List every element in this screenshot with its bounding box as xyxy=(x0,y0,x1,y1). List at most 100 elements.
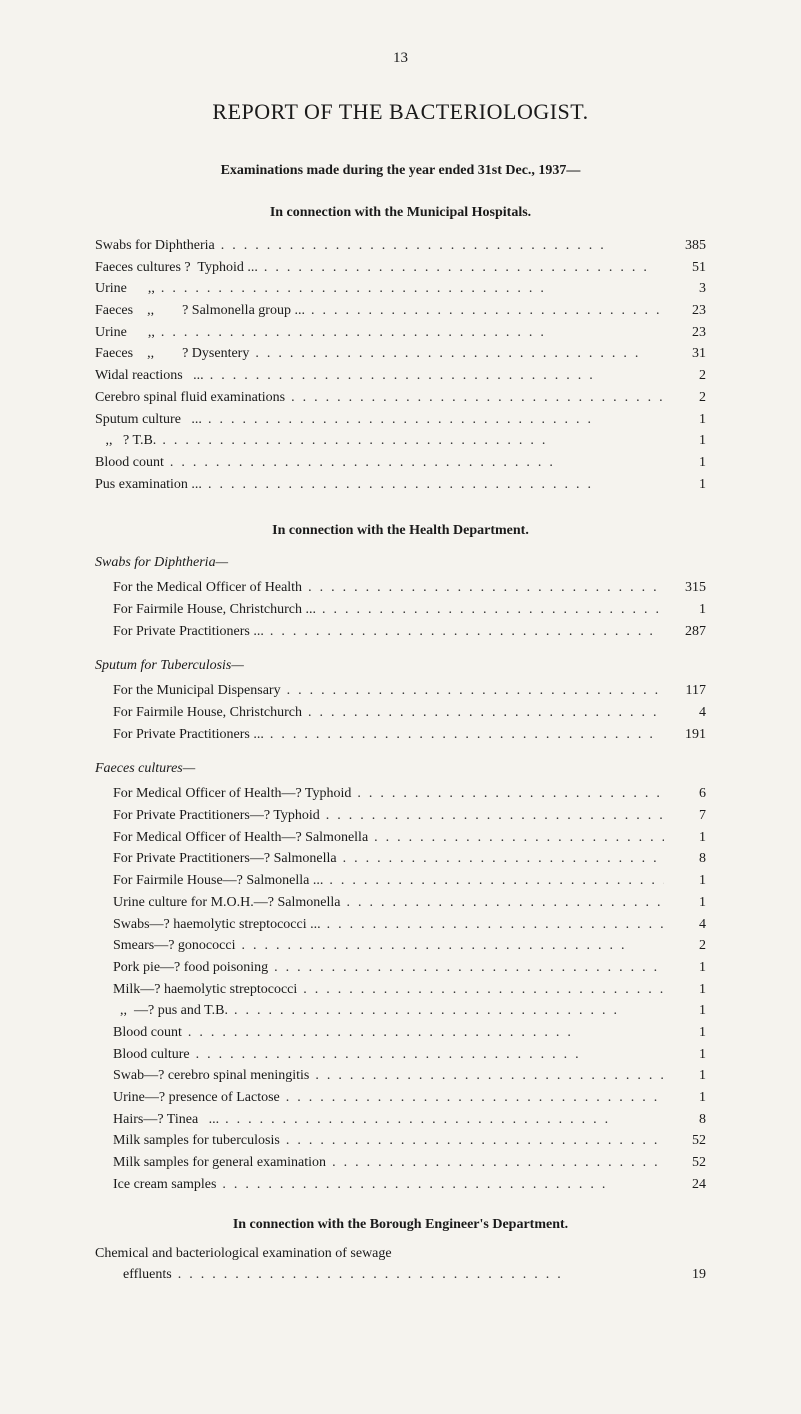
table-row: Cerebro spinal fluid examinations.......… xyxy=(95,387,706,409)
row-label: For Private Practitioners—? Salmonella xyxy=(95,848,337,870)
leader-dots: .................................. xyxy=(302,702,664,724)
leader-dots: .................................. xyxy=(285,387,664,409)
row-value: 1 xyxy=(664,1087,706,1109)
table-row: For Medical Officer of Health—? Typhoid.… xyxy=(95,783,706,805)
table-row: Blood count.............................… xyxy=(95,452,706,474)
leader-dots: .................................. xyxy=(228,1000,664,1022)
table-row: For Private Practitioners ..............… xyxy=(95,724,706,746)
row-label: For Private Practitioners ... xyxy=(95,621,264,643)
leader-dots: .................................. xyxy=(264,621,664,643)
row-value: 4 xyxy=(664,914,706,936)
row-label: For Medical Officer of Health—? Typhoid xyxy=(95,783,351,805)
table-row: Swabs for Diphtheria....................… xyxy=(95,235,706,257)
leader-dots: .................................. xyxy=(164,452,664,474)
table-row: Pork pie—? food poisoning...............… xyxy=(95,957,706,979)
row-value: 1 xyxy=(664,452,706,474)
table-row: For Fairmile House, Christchurch........… xyxy=(95,702,706,724)
row-value: 4 xyxy=(664,702,706,724)
leader-dots: .................................. xyxy=(351,783,664,805)
table-row: Faeces ,, ? Salmonella group ...........… xyxy=(95,300,706,322)
row-label: Swab—? cerebro spinal meningitis xyxy=(95,1065,309,1087)
row-value: 1 xyxy=(664,474,706,496)
row-value: 52 xyxy=(664,1152,706,1174)
row-label: Cerebro spinal fluid examinations xyxy=(95,387,285,409)
row-label: Pork pie—? food poisoning xyxy=(95,957,268,979)
row-value: 1 xyxy=(664,892,706,914)
leader-dots: .................................. xyxy=(202,409,664,431)
row-value: 385 xyxy=(664,235,706,257)
table-row: Smears—? gonococci......................… xyxy=(95,935,706,957)
row-label: Milk samples for tuberculosis xyxy=(95,1130,280,1152)
row-value: 52 xyxy=(664,1130,706,1152)
leader-dots: .................................. xyxy=(264,724,664,746)
leader-dots: .................................. xyxy=(320,805,664,827)
row-label: Urine culture for M.O.H.—? Salmonella xyxy=(95,892,340,914)
sputum-subhead: Sputum for Tuberculosis— xyxy=(95,658,706,674)
table-row: For Fairmile House—? Salmonella ........… xyxy=(95,870,706,892)
row-value: 1 xyxy=(664,1065,706,1087)
row-value: 1 xyxy=(664,1000,706,1022)
municipal-block: Swabs for Diphtheria....................… xyxy=(95,235,706,495)
row-value: 1 xyxy=(664,409,706,431)
report-title: REPORT OF THE BACTERIOLOGIST. xyxy=(95,99,706,125)
table-row: Hairs—? Tinea ..........................… xyxy=(95,1109,706,1131)
leader-dots: .................................. xyxy=(249,343,664,365)
row-value: 31 xyxy=(664,343,706,365)
row-value: 315 xyxy=(664,577,706,599)
row-value: 2 xyxy=(664,387,706,409)
table-row: Blood culture...........................… xyxy=(95,1044,706,1066)
row-value: 1 xyxy=(664,599,706,621)
row-value: 1 xyxy=(664,957,706,979)
leader-dots: .................................. xyxy=(305,300,664,322)
table-row: Milk—? haemolytic streptococci..........… xyxy=(95,979,706,1001)
row-label: For Private Practitioners—? Typhoid xyxy=(95,805,320,827)
table-row: Urine ,,................................… xyxy=(95,278,706,300)
table-row: ,, ? T.B................................… xyxy=(95,430,706,452)
engineer-row-value: 19 xyxy=(664,1264,706,1286)
table-row: For Medical Officer of Health—? Salmonel… xyxy=(95,827,706,849)
row-value: 8 xyxy=(664,848,706,870)
row-value: 1 xyxy=(664,870,706,892)
leader-dots: .................................. xyxy=(316,599,664,621)
table-row: Blood count.............................… xyxy=(95,1022,706,1044)
table-row: For Private Practitioners—? Typhoid.....… xyxy=(95,805,706,827)
row-value: 1 xyxy=(664,979,706,1001)
leader-dots: .................................. xyxy=(215,235,664,257)
table-row: Widal reactions ........................… xyxy=(95,365,706,387)
leader-dots: .................................. xyxy=(258,257,664,279)
leader-dots: .................................. xyxy=(268,957,664,979)
row-label: Widal reactions ... xyxy=(95,365,204,387)
leader-dots: .................................. xyxy=(323,870,664,892)
row-value: 2 xyxy=(664,365,706,387)
row-value: 6 xyxy=(664,783,706,805)
engineer-heading: In connection with the Borough Engineer'… xyxy=(95,1217,706,1233)
swabs-subhead: Swabs for Diphtheria— xyxy=(95,555,706,571)
table-row: For Private Practitioners ..............… xyxy=(95,621,706,643)
table-row: Swab—? cerebro spinal meningitis........… xyxy=(95,1065,706,1087)
leader-dots: .................................. xyxy=(368,827,664,849)
engineer-row: effluents ..............................… xyxy=(95,1264,706,1286)
row-label: Swabs for Diphtheria xyxy=(95,235,215,257)
row-label: Ice cream samples xyxy=(95,1174,216,1196)
row-label: ,, —? pus and T.B. xyxy=(95,1000,228,1022)
row-label: Blood count xyxy=(95,452,164,474)
row-label: Faeces ,, ? Dysentery xyxy=(95,343,249,365)
row-value: 1 xyxy=(664,827,706,849)
leader-dots: .................................. xyxy=(309,1065,664,1087)
engineer-line1: Chemical and bacteriological examination… xyxy=(95,1243,706,1264)
table-row: For Private Practitioners—? Salmonella..… xyxy=(95,848,706,870)
table-row: For Fairmile House, Christchurch .......… xyxy=(95,599,706,621)
row-label: Smears—? gonococci xyxy=(95,935,235,957)
table-row: Faeces cultures ? Typhoid ..............… xyxy=(95,257,706,279)
row-label: Faeces cultures ? Typhoid ... xyxy=(95,257,258,279)
faeces-subhead: Faeces cultures— xyxy=(95,761,706,777)
row-label: ,, ? T.B. xyxy=(95,430,156,452)
leader-dots: .................................. xyxy=(326,1152,664,1174)
leader-dots: .................................. xyxy=(337,848,664,870)
leader-dots: .................................. xyxy=(155,278,664,300)
engineer-row-label: effluents xyxy=(95,1264,172,1286)
leader-dots: .................................. xyxy=(190,1044,664,1066)
row-value: 23 xyxy=(664,322,706,344)
row-label: Swabs—? haemolytic streptococci ... xyxy=(95,914,321,936)
row-label: For Fairmile House, Christchurch xyxy=(95,702,302,724)
